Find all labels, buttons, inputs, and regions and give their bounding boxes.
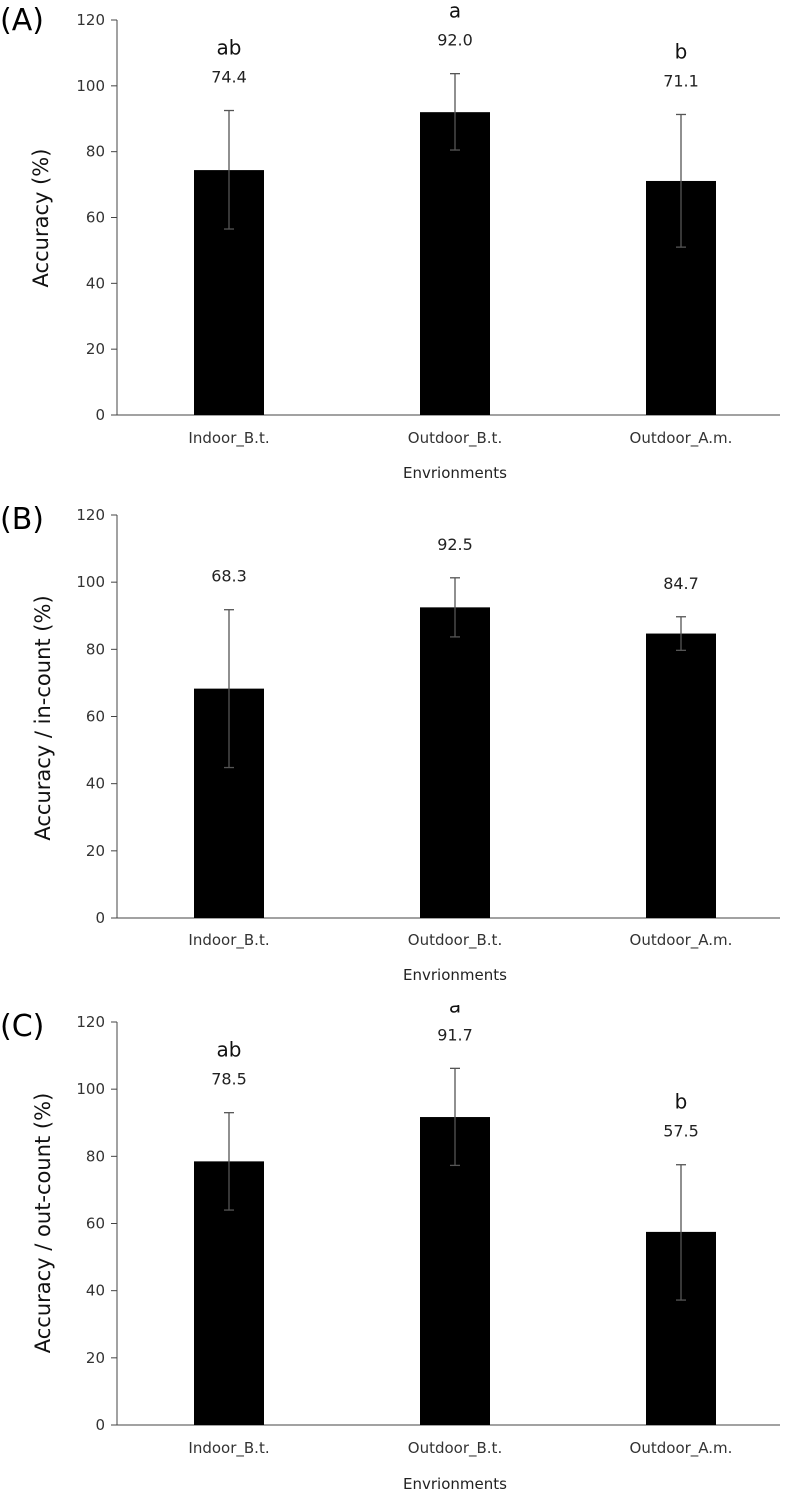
y-tick-label: 80 bbox=[86, 640, 105, 658]
y-axis-title: Accuracy / out-count (%) bbox=[31, 1093, 55, 1354]
y-tick-label: 100 bbox=[76, 1080, 105, 1098]
bar bbox=[420, 1117, 490, 1425]
significance-label: ab bbox=[217, 36, 242, 60]
bar bbox=[420, 112, 490, 416]
data-label: 71.1 bbox=[663, 71, 699, 90]
x-tick-label: Indoor_B.t. bbox=[188, 1439, 269, 1458]
y-tick-label: 60 bbox=[86, 708, 105, 726]
data-label: 84.7 bbox=[663, 574, 699, 593]
y-tick-label: 20 bbox=[86, 340, 105, 358]
x-axis-title: Envrionments bbox=[403, 464, 507, 482]
panel-label: (C) bbox=[0, 1009, 44, 1044]
chart-panel-b: (B) 0 20 40 60 80 100 120 Accuracy / in-count (%… bbox=[0, 502, 780, 984]
bar bbox=[420, 607, 490, 918]
x-tick-label: Indoor_B.t. bbox=[188, 931, 269, 950]
y-axis-title: Accuracy / in-count (%) bbox=[31, 595, 55, 840]
data-label: 57.5 bbox=[663, 1122, 699, 1141]
chart-panel-c: (C) 0 20 40 60 80 100 120 Accuracy / out-count (… bbox=[0, 1005, 780, 1493]
data-label: 74.4 bbox=[211, 68, 247, 87]
y-tick-label: 80 bbox=[86, 143, 105, 161]
significance-label: a bbox=[449, 1005, 461, 1017]
data-label: 68.3 bbox=[211, 567, 247, 586]
y-tick-label: 120 bbox=[76, 1013, 105, 1031]
y-tick-label: 20 bbox=[86, 842, 105, 860]
bar bbox=[646, 633, 716, 918]
significance-label: b bbox=[675, 1090, 688, 1114]
panel-label: (B) bbox=[0, 502, 44, 537]
y-tick-label: 100 bbox=[76, 573, 105, 591]
x-tick-label: Indoor_B.t. bbox=[188, 429, 269, 448]
panel-label: (A) bbox=[0, 3, 44, 38]
y-tick-label: 80 bbox=[86, 1147, 105, 1165]
x-tick-label: Outdoor_A.m. bbox=[630, 429, 733, 448]
x-tick-label: Outdoor_B.t. bbox=[408, 429, 502, 448]
x-tick-label: Outdoor_B.t. bbox=[408, 931, 502, 950]
data-label: 92.5 bbox=[437, 535, 473, 554]
y-tick-label: 100 bbox=[76, 77, 105, 95]
significance-label: ab bbox=[217, 1038, 242, 1062]
y-tick-label: 20 bbox=[86, 1349, 105, 1367]
data-label: 92.0 bbox=[437, 31, 473, 50]
y-tick-label: 0 bbox=[95, 406, 105, 424]
y-tick-label: 40 bbox=[86, 1282, 105, 1300]
y-tick-label: 60 bbox=[86, 1215, 105, 1233]
data-label: 78.5 bbox=[211, 1070, 247, 1089]
significance-label: a bbox=[449, 0, 461, 23]
x-tick-label: Outdoor_A.m. bbox=[630, 1439, 733, 1458]
y-tick-label: 40 bbox=[86, 274, 105, 292]
data-label: 91.7 bbox=[437, 1025, 473, 1044]
y-tick-label: 60 bbox=[86, 209, 105, 227]
y-axis-title: Accuracy (%) bbox=[29, 149, 53, 288]
x-tick-label: Outdoor_B.t. bbox=[408, 1439, 502, 1458]
x-tick-label: Outdoor_A.m. bbox=[630, 931, 733, 950]
x-axis-title: Envrionments bbox=[403, 966, 507, 984]
y-tick-label: 40 bbox=[86, 775, 105, 793]
x-axis-title: Envrionments bbox=[403, 1475, 507, 1493]
significance-label: b bbox=[675, 39, 688, 63]
y-tick-label: 120 bbox=[76, 506, 105, 524]
y-tick-label: 0 bbox=[95, 909, 105, 927]
y-tick-label: 0 bbox=[95, 1416, 105, 1434]
y-tick-label: 120 bbox=[76, 11, 105, 29]
